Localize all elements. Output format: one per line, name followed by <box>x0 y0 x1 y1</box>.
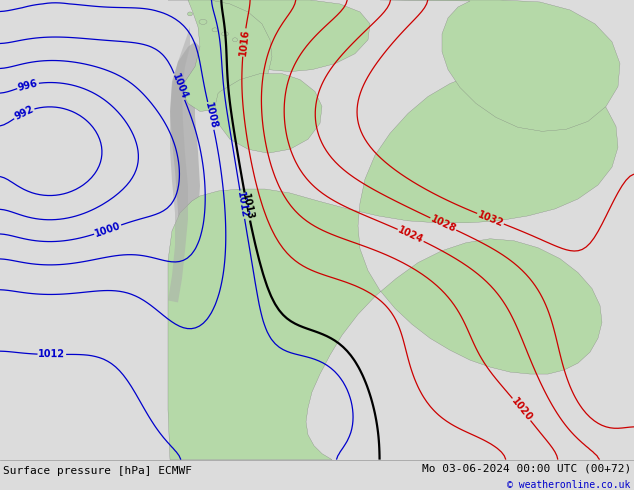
Ellipse shape <box>212 28 218 32</box>
Ellipse shape <box>221 32 228 36</box>
Ellipse shape <box>188 12 193 16</box>
Text: 1028: 1028 <box>429 214 458 234</box>
Text: 1024: 1024 <box>396 225 425 245</box>
Text: 1012: 1012 <box>235 191 249 219</box>
Text: 992: 992 <box>13 104 36 122</box>
Text: 1020: 1020 <box>509 396 534 423</box>
Text: 1013: 1013 <box>240 193 255 221</box>
Polygon shape <box>168 68 618 460</box>
Text: 1000: 1000 <box>93 220 122 239</box>
Polygon shape <box>168 0 370 72</box>
Text: Surface pressure [hPa] ECMWF: Surface pressure [hPa] ECMWF <box>3 466 192 476</box>
Text: 1012: 1012 <box>38 349 65 360</box>
Ellipse shape <box>233 38 238 42</box>
Polygon shape <box>168 27 190 302</box>
Polygon shape <box>380 0 620 131</box>
Ellipse shape <box>199 20 207 25</box>
Text: 1008: 1008 <box>203 101 219 130</box>
Ellipse shape <box>242 42 248 45</box>
Polygon shape <box>183 0 272 111</box>
Text: 996: 996 <box>17 78 39 93</box>
Text: © weatheronline.co.uk: © weatheronline.co.uk <box>507 480 631 490</box>
Polygon shape <box>168 42 200 305</box>
Text: 1032: 1032 <box>476 209 505 228</box>
Text: 1016: 1016 <box>238 28 250 56</box>
Text: Mo 03-06-2024 00:00 UTC (00+72): Mo 03-06-2024 00:00 UTC (00+72) <box>422 463 631 473</box>
Polygon shape <box>215 74 322 153</box>
Text: 1004: 1004 <box>170 72 189 101</box>
